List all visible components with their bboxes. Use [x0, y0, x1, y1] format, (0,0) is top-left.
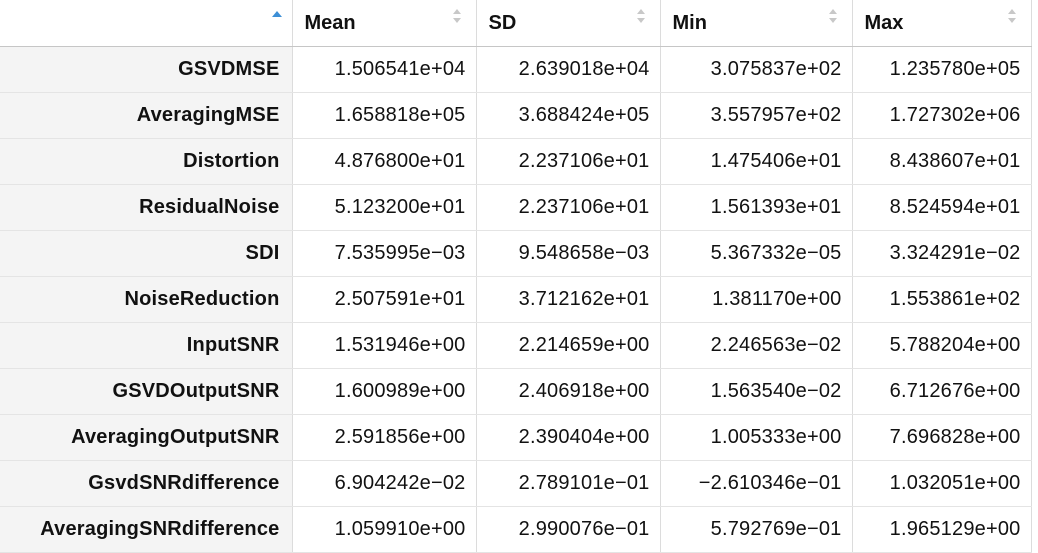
min-cell: 5.792769e−01 [660, 506, 853, 553]
mean-cell: 1.658818e+05 [292, 92, 477, 139]
min-cell: 1.563540e−02 [660, 368, 853, 415]
mean-cell: 5.123200e+01 [292, 184, 477, 231]
table-header: Mean SD Min Ma [0, 0, 1032, 47]
row-name-cell: Distortion [0, 138, 293, 185]
max-cell: 8.524594e+01 [852, 184, 1032, 231]
max-cell: 6.712676e+00 [852, 368, 1032, 415]
column-header-max[interactable]: Max [852, 0, 1032, 47]
table-row: Distortion 4.876800e+01 2.237106e+01 1.4… [0, 138, 1032, 185]
table-row: AveragingOutputSNR 2.591856e+00 2.390404… [0, 414, 1032, 461]
mean-cell: 2.507591e+01 [292, 276, 477, 323]
sd-cell: 2.390404e+00 [476, 414, 661, 461]
mean-cell: 4.876800e+01 [292, 138, 477, 185]
table-row: ResidualNoise 5.123200e+01 2.237106e+01 … [0, 184, 1032, 231]
mean-cell: 1.506541e+04 [292, 46, 477, 93]
min-cell: 3.075837e+02 [660, 46, 853, 93]
min-cell: 1.561393e+01 [660, 184, 853, 231]
table-row: AveragingMSE 1.658818e+05 3.688424e+05 3… [0, 92, 1032, 139]
column-header-label: SD [488, 11, 517, 34]
min-cell: 3.557957e+02 [660, 92, 853, 139]
row-name-cell: AveragingSNRdifference [0, 506, 293, 553]
row-name-cell: GSVDOutputSNR [0, 368, 293, 415]
min-cell: 1.381170e+00 [660, 276, 853, 323]
max-cell: 5.788204e+00 [852, 322, 1032, 369]
max-cell: 1.032051e+00 [852, 460, 1032, 507]
sd-cell: 2.406918e+00 [476, 368, 661, 415]
header-row: Mean SD Min Ma [0, 0, 1032, 47]
mean-cell: 7.535995e−03 [292, 230, 477, 277]
table-row: GSVDOutputSNR 1.600989e+00 2.406918e+00 … [0, 368, 1032, 415]
column-header-label: Max [864, 11, 904, 34]
mean-cell: 1.059910e+00 [292, 506, 477, 553]
sort-both-icon[interactable] [452, 8, 462, 24]
row-name-cell: SDI [0, 230, 293, 277]
row-name-cell: AveragingMSE [0, 92, 293, 139]
max-cell: 8.438607e+01 [852, 138, 1032, 185]
max-cell: 1.727302e+06 [852, 92, 1032, 139]
row-name-cell: GsvdSNRdifference [0, 460, 293, 507]
sd-cell: 3.688424e+05 [476, 92, 661, 139]
column-header-rownames[interactable] [0, 0, 293, 47]
min-cell: 1.475406e+01 [660, 138, 853, 185]
sd-cell: 3.712162e+01 [476, 276, 661, 323]
row-name-cell: NoiseReduction [0, 276, 293, 323]
mean-cell: 1.600989e+00 [292, 368, 477, 415]
table-row: GsvdSNRdifference 6.904242e−02 2.789101e… [0, 460, 1032, 507]
sd-cell: 9.548658e−03 [476, 230, 661, 277]
min-cell: 1.005333e+00 [660, 414, 853, 461]
max-cell: 3.324291e−02 [852, 230, 1032, 277]
table-row: SDI 7.535995e−03 9.548658e−03 5.367332e−… [0, 230, 1032, 277]
sd-cell: 2.214659e+00 [476, 322, 661, 369]
max-cell: 7.696828e+00 [852, 414, 1032, 461]
sort-both-icon[interactable] [636, 8, 646, 24]
max-cell: 1.965129e+00 [852, 506, 1032, 553]
row-name-cell: ResidualNoise [0, 184, 293, 231]
sd-cell: 2.237106e+01 [476, 138, 661, 185]
sort-ascending-icon[interactable] [271, 8, 282, 24]
table-body: GSVDMSE 1.506541e+04 2.639018e+04 3.0758… [0, 46, 1032, 553]
column-header-mean[interactable]: Mean [292, 0, 477, 47]
mean-cell: 1.531946e+00 [292, 322, 477, 369]
max-cell: 1.553861e+02 [852, 276, 1032, 323]
min-cell: 2.246563e−02 [660, 322, 853, 369]
column-header-label: Mean [304, 11, 356, 34]
sort-both-icon[interactable] [828, 8, 838, 24]
table-row: InputSNR 1.531946e+00 2.214659e+00 2.246… [0, 322, 1032, 369]
table-row: AveragingSNRdifference 1.059910e+00 2.99… [0, 506, 1032, 553]
sd-cell: 2.789101e−01 [476, 460, 661, 507]
sd-cell: 2.639018e+04 [476, 46, 661, 93]
min-cell: 5.367332e−05 [660, 230, 853, 277]
table-row: GSVDMSE 1.506541e+04 2.639018e+04 3.0758… [0, 46, 1032, 93]
sd-cell: 2.990076e−01 [476, 506, 661, 553]
sd-cell: 2.237106e+01 [476, 184, 661, 231]
row-name-cell: InputSNR [0, 322, 293, 369]
row-name-cell: AveragingOutputSNR [0, 414, 293, 461]
table-row: NoiseReduction 2.507591e+01 3.712162e+01… [0, 276, 1032, 323]
max-cell: 1.235780e+05 [852, 46, 1032, 93]
column-header-label: Min [672, 11, 707, 34]
column-header-min[interactable]: Min [660, 0, 853, 47]
mean-cell: 6.904242e−02 [292, 460, 477, 507]
row-name-cell: GSVDMSE [0, 46, 293, 93]
min-cell: −2.610346e−01 [660, 460, 853, 507]
column-header-sd[interactable]: SD [476, 0, 661, 47]
mean-cell: 2.591856e+00 [292, 414, 477, 461]
sort-both-icon[interactable] [1007, 8, 1017, 24]
